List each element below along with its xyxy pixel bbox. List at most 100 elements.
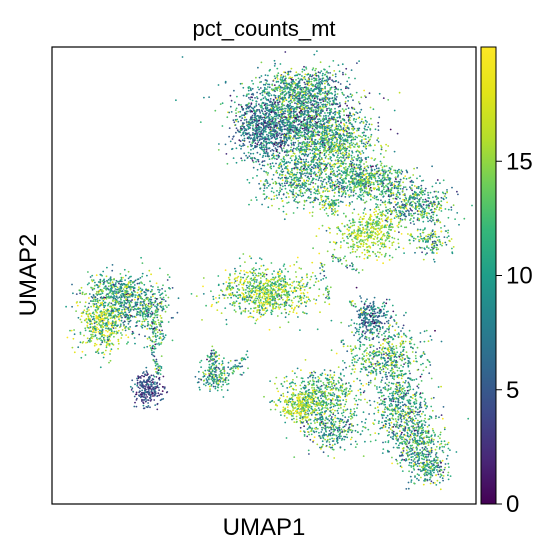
cell-point xyxy=(288,91,291,94)
cell-point xyxy=(295,94,298,97)
cell-point xyxy=(278,132,281,135)
cell-point xyxy=(377,185,380,188)
cell-point xyxy=(277,145,279,148)
cell-point xyxy=(318,114,321,116)
cell-point xyxy=(325,169,327,171)
cell-point xyxy=(255,128,258,131)
cell-point xyxy=(299,92,302,94)
cell-point xyxy=(269,132,272,135)
cell-point xyxy=(376,204,379,206)
cell-point xyxy=(344,138,346,141)
cell-point xyxy=(292,147,295,150)
cell-point xyxy=(281,96,284,99)
cell-point xyxy=(437,191,440,193)
cell-point xyxy=(355,118,358,121)
cell-point xyxy=(270,167,273,170)
cell-point xyxy=(383,176,386,179)
cell-point xyxy=(214,109,217,112)
cell-point xyxy=(428,212,431,215)
cell-point xyxy=(340,241,342,243)
cell-point xyxy=(293,177,296,180)
cell-point xyxy=(457,193,459,196)
cell-point xyxy=(296,160,299,162)
cell-point xyxy=(262,120,265,123)
cell-point xyxy=(353,156,356,159)
cell-point xyxy=(413,198,416,201)
cell-point xyxy=(302,182,305,185)
cell-point xyxy=(317,186,319,189)
cell-point xyxy=(245,129,248,132)
cell-point xyxy=(263,160,266,162)
cell-point xyxy=(323,154,326,157)
cell-point xyxy=(363,209,366,211)
cell-point xyxy=(267,98,270,101)
cell-point xyxy=(346,186,349,188)
cell-point xyxy=(436,179,439,181)
cell-point xyxy=(329,182,332,185)
cell-point xyxy=(287,161,290,163)
cell-point xyxy=(305,94,308,96)
cell-point xyxy=(299,99,301,102)
cell-point xyxy=(307,78,310,81)
cell-point xyxy=(298,132,301,134)
cell-point xyxy=(249,87,252,90)
cell-point xyxy=(263,148,266,151)
cell-point xyxy=(366,191,369,194)
cell-point xyxy=(341,63,344,66)
cell-point xyxy=(259,117,262,120)
cell-point xyxy=(334,90,336,93)
cell-point xyxy=(296,118,299,121)
cell-point xyxy=(312,186,315,188)
cell-point xyxy=(291,101,293,104)
cell-point xyxy=(399,184,402,187)
cell-point xyxy=(288,95,291,98)
cell-point xyxy=(337,144,340,147)
cell-point xyxy=(282,205,285,208)
cell-point xyxy=(345,87,347,90)
cell-point xyxy=(340,152,343,155)
cell-point xyxy=(350,139,353,142)
cell-point xyxy=(340,176,343,179)
cell-point xyxy=(288,100,291,103)
cell-point xyxy=(421,193,424,196)
cell-point xyxy=(355,91,358,94)
cell-point xyxy=(326,250,329,253)
cell-point xyxy=(328,138,331,141)
cell-point xyxy=(345,114,348,117)
cell-point xyxy=(382,172,385,175)
cell-point xyxy=(273,126,276,129)
cell-point xyxy=(383,186,385,189)
cell-point xyxy=(307,161,310,164)
cell-point xyxy=(263,121,266,124)
cell-point xyxy=(402,181,404,184)
cell-point xyxy=(271,133,274,135)
cell-point xyxy=(306,172,308,175)
cell-point xyxy=(314,166,317,169)
cell-point xyxy=(437,203,439,206)
cell-point xyxy=(292,152,295,155)
cell-point xyxy=(274,113,277,115)
cell-point xyxy=(263,187,266,190)
cell-point xyxy=(319,112,322,114)
cell-point xyxy=(324,94,327,97)
cell-point xyxy=(361,193,364,196)
cell-point xyxy=(304,83,307,86)
cell-point xyxy=(406,171,409,174)
cell-point xyxy=(280,113,283,115)
cell-point xyxy=(341,93,344,95)
cell-point xyxy=(316,96,319,99)
cell-point xyxy=(452,204,455,207)
cell-point xyxy=(234,142,237,145)
cell-point xyxy=(282,185,284,188)
cell-point xyxy=(295,71,298,74)
cell-point xyxy=(417,193,419,196)
cell-point xyxy=(368,174,370,177)
cell-point xyxy=(263,198,266,200)
cell-point xyxy=(392,194,395,196)
cell-point xyxy=(344,102,347,105)
cell-point xyxy=(356,159,358,162)
cell-point xyxy=(274,109,277,112)
cell-point xyxy=(320,124,323,126)
cell-point xyxy=(230,111,233,113)
cell-point xyxy=(463,217,466,220)
